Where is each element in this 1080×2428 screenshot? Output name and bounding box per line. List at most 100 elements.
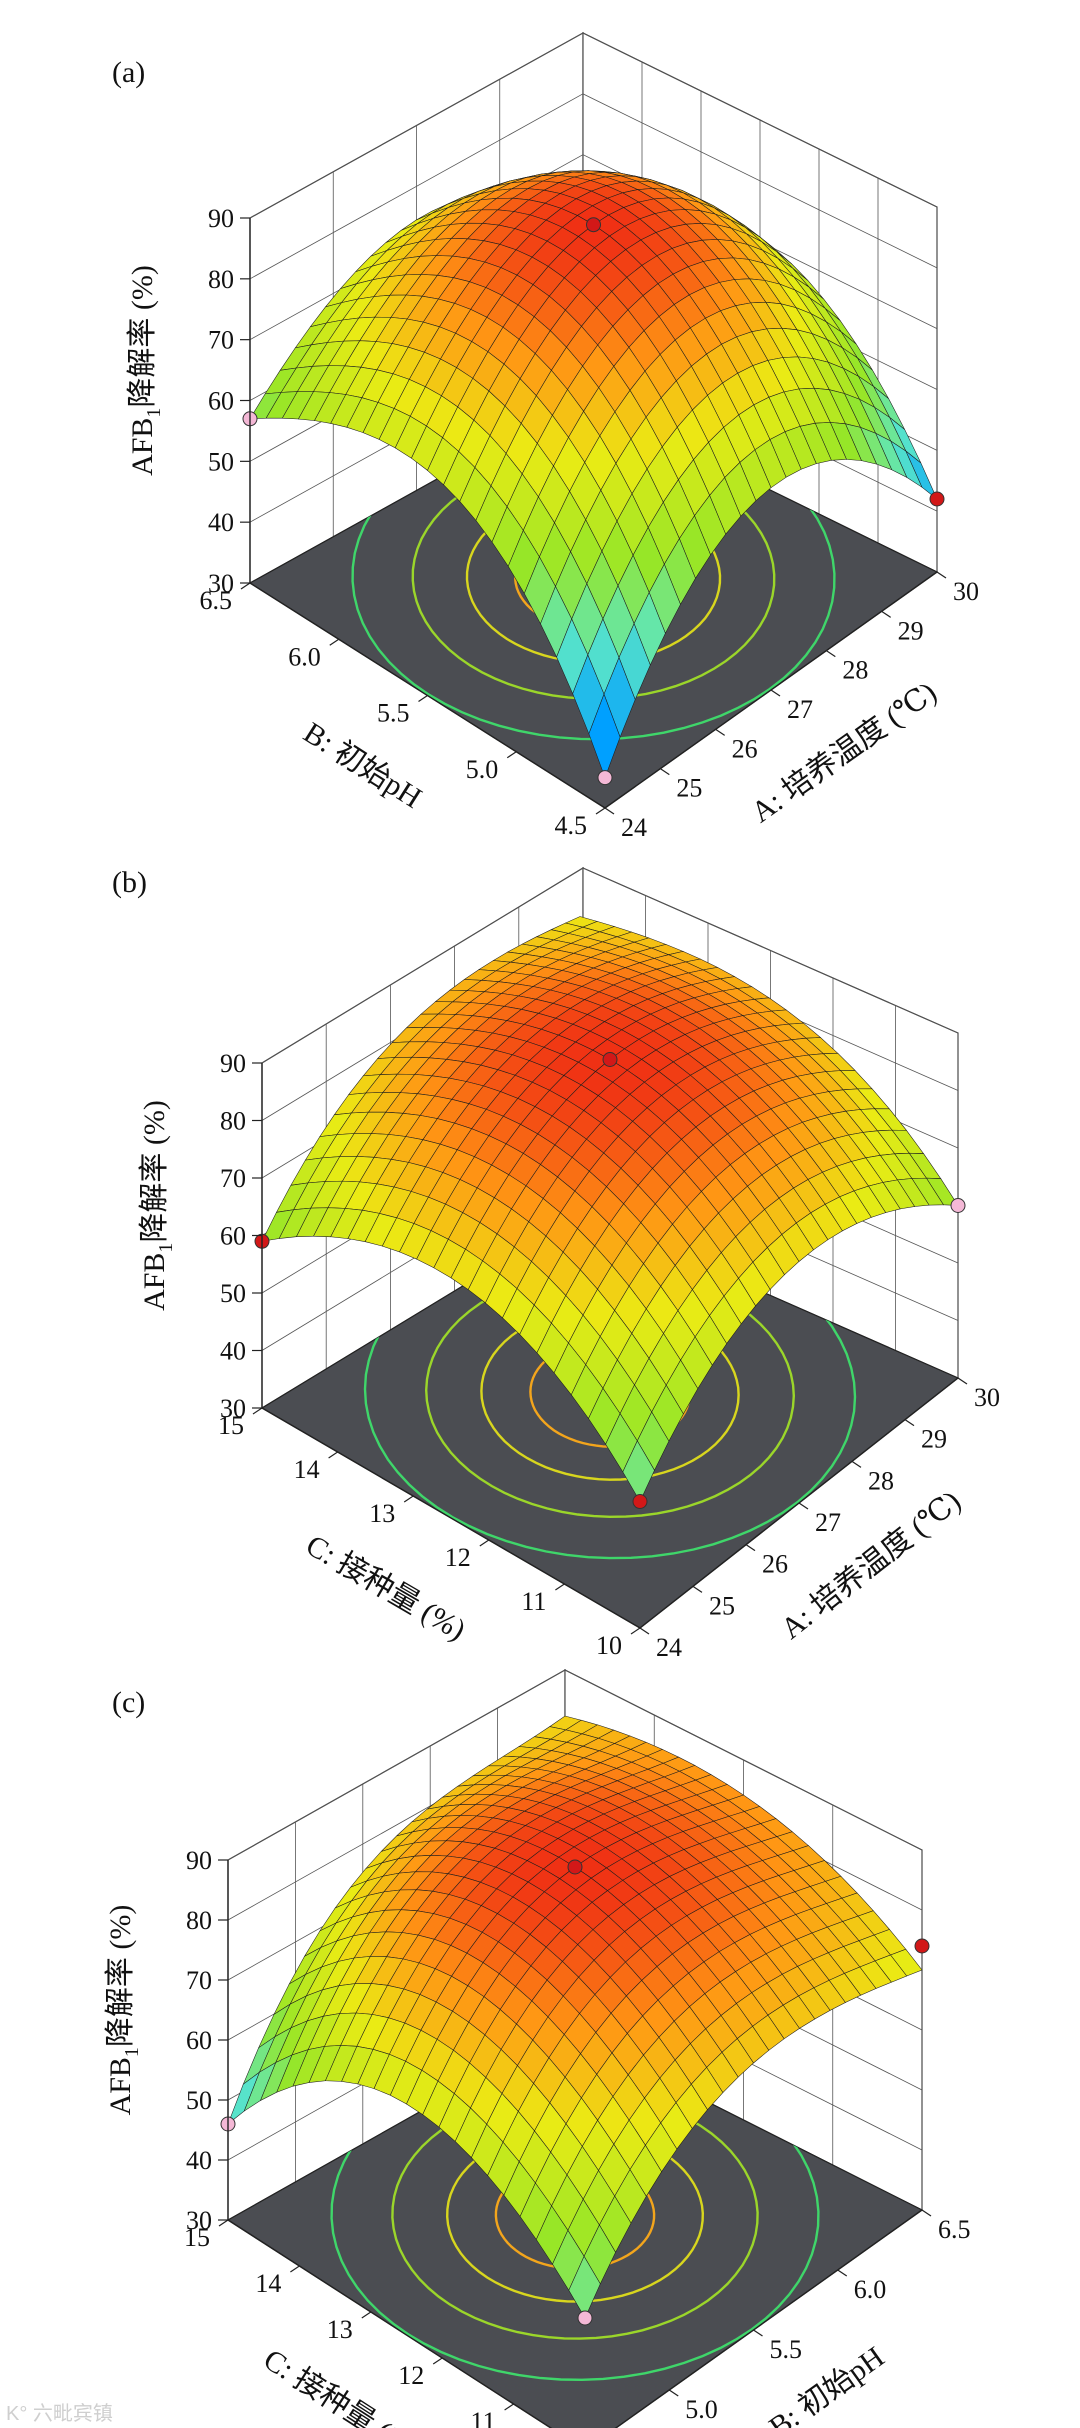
x-tick-label: 6.5 [938,2215,971,2244]
panel-label: (c) [112,1686,145,1719]
panel-label: (b) [112,866,147,899]
y-tick-label: 12 [398,2361,424,2390]
x-tick [957,1377,968,1385]
y-tick [506,751,517,759]
y-tick [252,1407,263,1415]
x-tick [753,2329,763,2337]
y-tick [432,2357,443,2365]
y-axis-line [261,1407,641,1629]
x-tick [770,689,781,697]
z-tick-label: 80 [208,265,234,294]
z-tick-label: 40 [186,2146,212,2175]
response-surface [227,1715,923,2319]
x-tick-label: 5.5 [770,2335,803,2364]
x-tick [904,1419,915,1427]
y-tick [418,695,428,702]
x-tick-label: 6.0 [854,2275,887,2304]
y-tick-label: 15 [184,2223,210,2252]
x-tick-label: 29 [921,1425,947,1454]
z-tick-label: 30 [220,1394,246,1423]
z-tick-label: 30 [208,569,234,598]
surface-patch [568,2255,601,2319]
y-axis-line [227,2219,553,2428]
z-tick-label: 70 [220,1164,246,1193]
x-axis-title: A: 培养温度 (℃) [775,1484,967,1645]
z-title-main: AFB [138,1253,171,1311]
y-tick [555,1583,565,1591]
z-title-rest: 降解率 (%) [138,1100,171,1242]
x-tick-label: 24 [656,1633,682,1662]
z-axis-title: AFB1降解率 (%) [104,1905,143,2116]
x-tick-label: 26 [762,1550,788,1579]
design-point [567,1859,583,1875]
z-tick-label: 50 [208,447,234,476]
z-tick-label: 40 [208,508,234,537]
z-tick-label: 80 [186,1906,212,1935]
z-tick-label: 60 [220,1222,246,1251]
surface-patch [622,1440,655,1503]
design-point [586,217,601,233]
z-tick-label: 30 [186,2206,212,2235]
y-tick [504,2403,514,2411]
z-title-rest: 降解率 (%) [126,265,159,407]
z-tick-label: 70 [208,326,234,355]
y-tick [290,2265,300,2273]
y-tick [328,1451,338,1459]
y-tick [595,807,606,815]
x-tick-label: 5.0 [685,2395,718,2424]
y-tick [361,2311,372,2319]
response-surface [249,170,938,779]
z-axis-title: AFB1降解率 (%) [138,1100,177,1311]
x-tick [604,807,615,815]
surface-patch [588,693,621,779]
z-tick-label: 80 [220,1107,246,1136]
x-tick [837,2269,848,2277]
x-tick [921,2209,932,2217]
x-tick-label: 28 [842,656,868,685]
x-tick-label: 26 [732,734,758,763]
panel-label: (a) [112,56,145,89]
y-tick-label: 14 [294,1455,320,1484]
x-tick [881,610,891,618]
z-tick-label: 40 [220,1337,246,1366]
y-axis-title: B: 初始pH [298,716,428,815]
x-tick [660,768,670,776]
y-tick [329,638,340,646]
x-tick-label: 30 [953,577,979,606]
x-tick-label: 28 [868,1466,894,1495]
y-tick-label: 4.5 [555,811,588,840]
x-tick [745,1544,756,1552]
design-point [577,2310,593,2326]
design-point [597,770,613,786]
z-title-rest: 降解率 (%) [104,1905,137,2047]
panel-a: 30 40 50 60 70 80 90 4.5 5.0 5.5 6.0 6.5 24 25 26 27 28 2… [112,31,979,842]
y-tick-label: 14 [255,2269,281,2298]
z-tick-label: 60 [186,2026,212,2055]
z-title-main: AFB [126,418,159,476]
z-tick-label: 50 [186,2086,212,2115]
watermark-text: K° 六毗宾镇 [6,2402,113,2425]
panel-c: 304050607080901011121314154.55.05.56.06.… [104,1668,971,2428]
y-tick-label: 13 [327,2315,353,2344]
design-point [929,491,945,507]
x-tick [668,2389,679,2397]
z-title-subscript: 1 [155,1243,177,1253]
y-tick [240,582,251,590]
x-tick-label: 29 [898,616,924,645]
y-tick [218,2219,229,2227]
panel-b: 30 40 50 60 70 80 90 10 11 12 13 14 15 24 25 26 27 28 29 30… [112,866,1000,1662]
x-tick [851,1460,862,1468]
design-point [950,1198,966,1213]
y-tick-label: 12 [445,1543,471,1572]
z-tick-label: 90 [220,1049,246,1078]
z-tick-label: 90 [186,1846,212,1875]
z-tick-label: 50 [220,1279,246,1308]
y-tick-label: 5.0 [466,755,499,784]
z-tick-label: 60 [208,387,234,416]
x-tick-label: 24 [621,813,647,842]
x-tick-label: 27 [815,1508,841,1537]
y-tick [479,1539,490,1547]
y-tick-label: 6.0 [288,642,321,671]
y-tick-label: 6.5 [200,586,233,615]
